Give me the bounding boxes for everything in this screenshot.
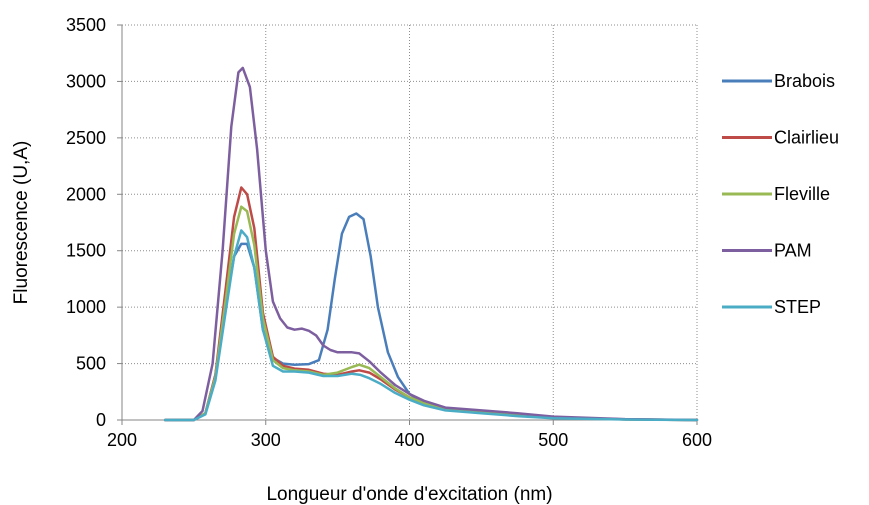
series-lines <box>163 66 699 422</box>
y-tick-label: 500 <box>76 354 106 374</box>
y-tick-label: 3000 <box>66 71 106 91</box>
legend-label: PAM <box>774 241 812 261</box>
legend: Brabois Clairlieu Fleville PAM STEP <box>722 71 839 317</box>
y-axis-title: Fluorescence (U,A) <box>11 141 32 305</box>
x-tick-label: 300 <box>251 430 281 450</box>
series-line-step <box>163 229 699 422</box>
y-tick-labels: 0 500 1000 1500 2000 2500 3000 3500 <box>66 15 106 430</box>
legend-label: STEP <box>774 297 821 317</box>
x-tick-label: 400 <box>394 430 424 450</box>
series-line-clairlieu <box>163 186 699 422</box>
legend-label: Clairlieu <box>774 128 839 148</box>
y-tick-label: 3500 <box>66 15 106 35</box>
y-tick-label: 1500 <box>66 241 106 261</box>
x-tick-labels: 200 300 400 500 600 <box>107 430 712 450</box>
y-tick-label: 0 <box>96 410 106 430</box>
y-tick-label: 2500 <box>66 128 106 148</box>
series-line-brabois <box>163 212 699 422</box>
y-tick-label: 1000 <box>66 297 106 317</box>
x-axis-title: Longueur d'onde d'excitation (nm) <box>266 484 552 505</box>
x-tick-label: 500 <box>538 430 568 450</box>
x-tick-label: 600 <box>682 430 712 450</box>
x-tick-label: 200 <box>107 430 137 450</box>
legend-label: Brabois <box>774 71 835 91</box>
y-tick-label: 2000 <box>66 184 106 204</box>
legend-label: Fleville <box>774 184 830 204</box>
axes <box>117 24 698 425</box>
series-line-pam <box>163 66 699 422</box>
grid <box>122 24 698 420</box>
series-line-fleville <box>163 205 699 422</box>
